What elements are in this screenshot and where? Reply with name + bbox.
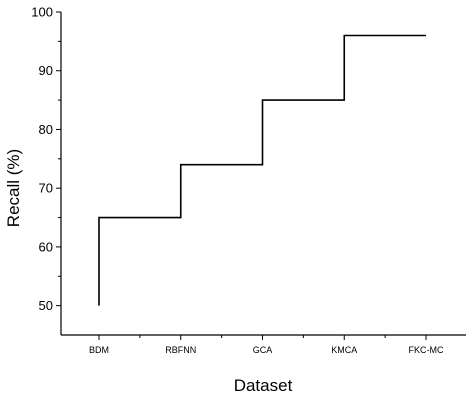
y-tick-label: 50: [39, 298, 53, 313]
x-tick-label: GCA: [253, 345, 273, 355]
recall-series-line: [98, 34, 426, 306]
y-tick-label: 80: [39, 122, 53, 137]
y-tick-label: 100: [31, 5, 53, 20]
series-group: [98, 34, 426, 306]
y-tick-label: 90: [39, 63, 53, 78]
x-tick-label: KMCA: [331, 345, 357, 355]
y-tick-label: 70: [39, 181, 53, 196]
axes: [60, 12, 466, 336]
x-ticks: BDM RBFNN GCA KMCA FKC-MC: [89, 335, 444, 355]
x-axis-label: Dataset: [234, 376, 293, 395]
x-tick-label: BDM: [89, 345, 109, 355]
x-tick-label: FKC-MC: [409, 345, 444, 355]
y-tick-label: 60: [39, 239, 53, 254]
y-axis-label: Recall (%): [4, 149, 23, 227]
y-ticks: 50 60 70 80 90 100: [31, 5, 61, 313]
x-tick-label: RBFNN: [165, 345, 196, 355]
